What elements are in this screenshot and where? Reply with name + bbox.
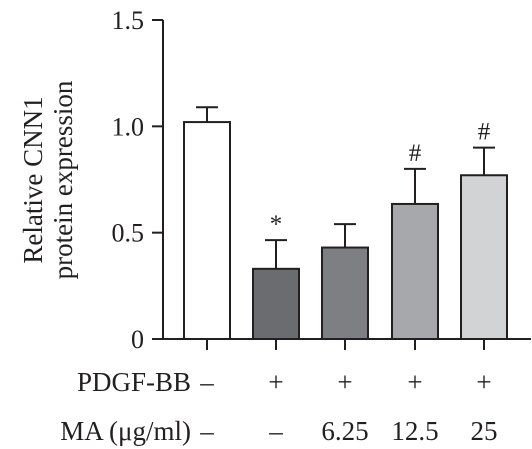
significance-marker: # — [478, 119, 491, 146]
bar — [183, 121, 231, 340]
condition-value: + — [337, 367, 352, 397]
bar — [460, 174, 508, 340]
bar — [321, 246, 369, 340]
y-tick-label: 1.0 — [112, 112, 145, 141]
condition-value: – — [199, 367, 214, 397]
y-tick-label: 0 — [131, 325, 144, 354]
condition-value: – — [268, 416, 283, 446]
bar — [391, 202, 439, 340]
y-tick-label: 0.5 — [112, 219, 145, 248]
y-axis: 0 0.5 1.0 1.5 — [112, 6, 164, 354]
condition-value: 6.25 — [321, 416, 368, 446]
condition-label: MA (μg/ml) — [60, 416, 191, 446]
condition-value: + — [476, 367, 491, 397]
y-axis-label-line-2: protein expression — [48, 80, 78, 279]
condition-value: 12.5 — [391, 416, 438, 446]
significance-marker: * — [270, 211, 283, 238]
condition-value: 25 — [471, 416, 498, 446]
condition-table: PDGF-BB – + + + +MA (μg/ml) – –6.25 12.5 25 — [60, 367, 497, 446]
y-axis-label-line-1: Relative CNN1 — [18, 96, 48, 263]
bar — [252, 267, 300, 341]
x-axis — [162, 338, 531, 350]
significance-marker: # — [409, 140, 422, 167]
y-tick-label: 1.5 — [112, 6, 145, 35]
bars: * # # — [183, 106, 508, 341]
condition-value: + — [407, 367, 422, 397]
y-axis-label: Relative CNN1 protein expression — [18, 80, 78, 279]
condition-label: PDGF-BB — [77, 367, 191, 397]
condition-value: + — [268, 367, 283, 397]
condition-value: – — [199, 416, 214, 446]
